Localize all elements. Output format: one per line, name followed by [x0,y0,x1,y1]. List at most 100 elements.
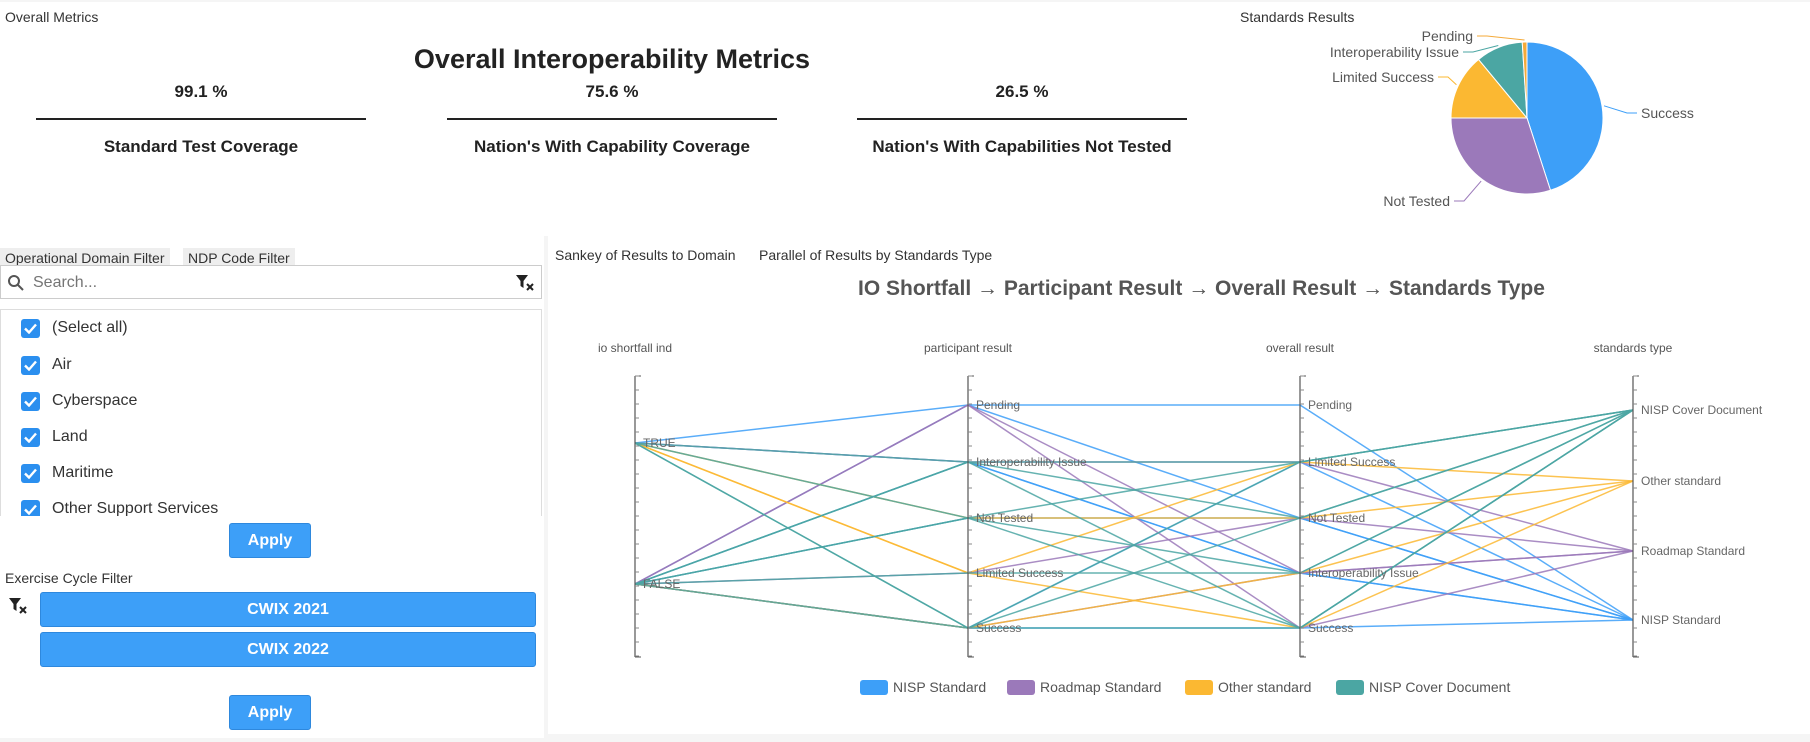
list-item[interactable]: (Select all) [21,317,128,339]
axis-tick-label: Pending [1308,398,1352,412]
parallel-line-nisp-standard [634,461,1634,621]
pie-slice-success[interactable] [1526,41,1604,191]
parallel-line-roadmap-standard [634,404,1634,585]
legend-label[interactable]: Other standard [1218,679,1311,695]
list-item-label: (Select all) [52,319,128,336]
tab-operational-domain-filter[interactable]: Operational Domain Filter [0,248,170,268]
pie-leader-line [1603,105,1637,114]
legend-swatch[interactable] [1336,680,1364,695]
axis-tick-label: NISP Cover Document [1641,403,1763,417]
checkbox-checked-icon[interactable] [21,427,40,447]
legend-swatch[interactable] [1007,680,1035,695]
axis-tick-label: Not Tested [1308,511,1365,525]
apply-cycle-filter-button[interactable]: Apply [229,695,311,730]
pie-leader-line [1454,180,1482,202]
parallel-coordinates-chart: io shortfall ind TRUE FALSE participant res… [598,341,1763,695]
metric-divider-1 [36,118,366,120]
parallel-chart-title: IO Shortfall → Participant Result → Over… [858,277,1545,300]
axis-tick-label: Limited Success [976,566,1063,580]
checkbox-checked-icon[interactable] [21,355,40,375]
list-item[interactable]: Land [21,426,88,448]
tab-parallel[interactable]: Parallel of Results by Standards Type [759,247,993,263]
legend-label[interactable]: NISP Standard [893,679,986,695]
parallel-line-nisp-standard [634,404,1634,621]
parallel-line-nisp-standard [634,404,1634,621]
metric-value-1: 99.1 % [174,82,228,101]
list-item-label: Maritime [52,464,114,481]
parallel-line-nisp-cover-document [634,409,1634,629]
metric-label-1: Standard Test Coverage [103,137,299,156]
axis-tick-label: FALSE [643,577,680,591]
checkbox-checked-icon[interactable] [21,499,40,516]
pie-label: Not Tested [1383,193,1450,209]
list-item[interactable]: Other Support Services [21,498,218,516]
axis-tick-label: Roadmap Standard [1641,544,1745,558]
list-item[interactable]: Cyberspace [21,390,137,412]
parallel-line-nisp-standard [634,583,1634,629]
clear-cycle-filter-icon[interactable] [8,597,28,615]
checkbox-checked-icon[interactable] [21,463,40,483]
tab-ndp-code-filter[interactable]: NDP Code Filter [183,248,295,268]
parallel-line-nisp-cover-document [634,409,1634,629]
tab-sankey[interactable]: Sankey of Results to Domain [555,247,736,263]
parallel-line-nisp-standard [634,442,1634,621]
axis-name: standards type [1594,341,1673,355]
pie-slice-limited-success[interactable] [1450,58,1529,119]
legend-label[interactable]: NISP Cover Document [1369,679,1510,695]
axis-tick-label: Pending [976,398,1020,412]
clear-filter-icon[interactable] [515,274,535,292]
standards-panel: Standards Results Success Not Tested Limit… [1236,2,1810,236]
metric-label-3: Nation's With Capabilities Not Tested [872,137,1172,156]
legend-swatch[interactable] [860,680,888,695]
metrics-panel: Overall Metrics Overall Interoperability… [0,2,1236,236]
list-item[interactable]: Maritime [21,462,113,484]
list-item-label: Other Support Services [52,500,219,516]
pie-label: Interoperability Issue [1330,44,1459,60]
metric-divider-3 [857,118,1187,120]
cycle-button-cwix-2021[interactable]: CWIX 2021 [40,592,536,627]
metric-label-2: Nation's With Capability Coverage [474,137,750,156]
parallel-line-other-standard [634,442,1634,519]
parallel-line-roadmap-standard [634,550,1634,629]
apply-domain-filter-button[interactable]: Apply [229,523,311,558]
pie-slice-not-tested[interactable] [1450,117,1552,195]
axis-tick-label: Success [1308,621,1353,635]
pie-label: Success [1641,105,1694,121]
search-box [0,265,542,299]
checkbox-checked-icon[interactable] [21,391,40,411]
pie-leader-line [1463,44,1499,53]
search-input[interactable] [31,270,505,296]
axis-tick-label: NISP Standard [1641,613,1721,627]
list-item[interactable]: Air [21,354,72,376]
parallel-line-nisp-cover-document [634,409,1634,629]
pie-slice-pending[interactable] [1521,41,1528,119]
list-item-label: Air [52,356,72,373]
parallel-line-nisp-standard [634,517,1634,621]
legend-label[interactable]: Roadmap Standard [1040,679,1161,695]
axis-name: participant result [924,341,1013,355]
list-item-label: Cyberspace [52,392,138,409]
axis-tick-label: Limited Success [1308,455,1395,469]
results-panel: Sankey of Results to Domain Parallel of … [548,236,1810,734]
pie-label: Limited Success [1332,69,1434,85]
checkbox-checked-icon[interactable] [21,318,40,338]
parallel-line-nisp-cover-document [634,409,1634,629]
parallel-line-other-standard [634,442,1634,629]
pie-leader-line [1477,35,1525,41]
exercise-cycle-title: Exercise Cycle Filter [5,570,133,586]
metric-value-2: 75.6 % [585,82,639,101]
domain-list[interactable]: (Select all) Air Cyberspace Land Maritim… [0,309,542,516]
axis-tick-label: Other standard [1641,474,1721,488]
standards-panel-title: Standards Results [1240,9,1355,25]
metric-divider-2 [447,118,777,120]
cycle-button-cwix-2022[interactable]: CWIX 2022 [40,632,536,667]
parallel-line-nisp-cover-document [634,409,1634,629]
legend-swatch[interactable] [1185,680,1213,695]
axis-tick-label: Interoperability Issue [1308,566,1419,580]
search-icon [8,275,24,291]
axis-tick-label: Not Tested [976,511,1033,525]
parallel-line-nisp-cover-document [634,409,1634,585]
list-item-label: Land [52,428,88,445]
axis-tick-label: Success [976,621,1021,635]
parallel-line-nisp-cover-document [634,409,1634,463]
